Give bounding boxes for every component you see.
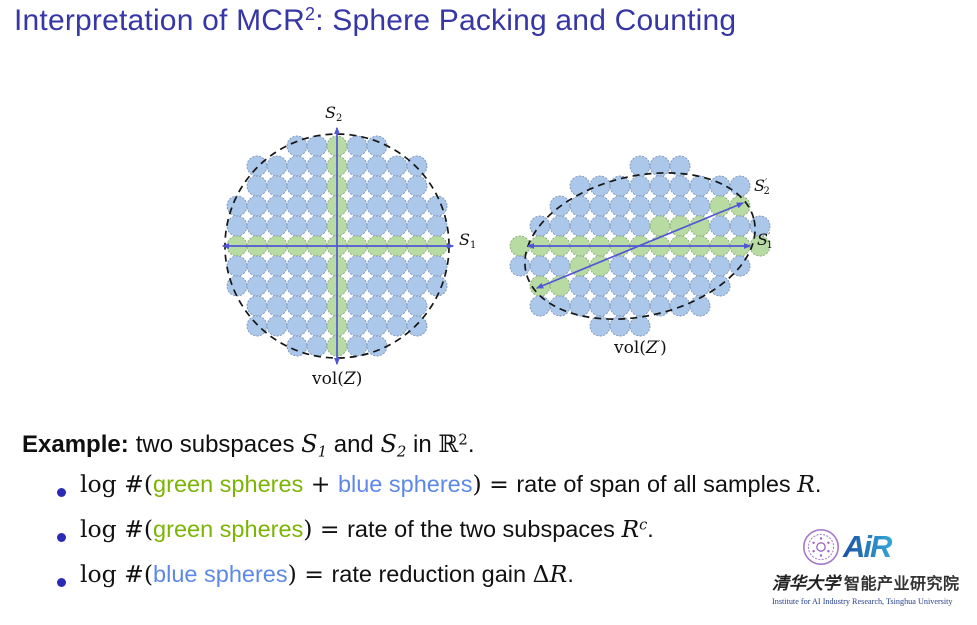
- bullet-icon: [57, 578, 66, 587]
- example-keyword: Example:: [22, 431, 129, 458]
- logo-chinese-row: 清华大学 智能产业研究院: [772, 569, 960, 594]
- example-line: Example: two subspaces S1 and S2 in ℝ2.: [22, 430, 475, 461]
- volume-label-z: vol(Z): [312, 369, 363, 389]
- bullet-text: log #(blue spheres) = rate reduction gai…: [80, 560, 574, 588]
- circle-sphere-packing-diagram: [221, 126, 455, 366]
- title-suffix: : Sphere Packing and Counting: [315, 4, 737, 37]
- volume-label-z-prime: vol(Z′): [614, 338, 667, 358]
- ellipse-sphere-packing-diagram: [509, 155, 771, 337]
- blue-spheres-text: blue spheres: [337, 471, 473, 497]
- bullet-item-rate-reduction-gain: log #(blue spheres) = rate reduction gai…: [57, 560, 821, 605]
- green-spheres-text: green spheres: [153, 471, 304, 497]
- axis-label-s2: S2: [325, 103, 343, 124]
- page-title: Interpretation of MCR2: Sphere Packing a…: [14, 4, 736, 38]
- tsinghua-air-logo: AiR 清华大学 智能产业研究院 Institute for AI Indust…: [772, 526, 960, 606]
- bullet-item-rate-of-subspaces: log #(green spheres) = rate of the two s…: [57, 515, 821, 560]
- delta-symbol: Δ: [532, 560, 550, 588]
- axis-label-s1-prime: S′1: [757, 230, 773, 251]
- blue-spheres-text: blue spheres: [153, 561, 288, 587]
- logo-cn-name: 智能产业研究院: [844, 576, 960, 593]
- logo-calligraphy: 清华大学: [772, 574, 840, 594]
- title-text: Interpretation of MCR: [14, 4, 305, 37]
- bullet-icon: [57, 533, 66, 542]
- axis-label-s1: S1: [459, 230, 477, 251]
- air-wordmark: AiR: [842, 529, 895, 564]
- green-spheres-text: green spheres: [153, 516, 304, 542]
- bullet-icon: [57, 488, 66, 497]
- svg-text:AiR: AiR: [842, 529, 893, 564]
- title-exponent: 2: [305, 4, 316, 25]
- logo-en-name: Institute for AI Industry Research, Tsin…: [772, 597, 953, 606]
- blackboard-r: ℝ: [438, 430, 459, 458]
- bullet-list: log #(green spheres + blue spheres) = ra…: [57, 470, 821, 605]
- logo-top-row: AiR: [772, 526, 958, 568]
- tsinghua-seal-icon: [802, 528, 840, 566]
- axis-label-s2-prime: S′2: [754, 176, 770, 197]
- bullet-text: log #(green spheres) = rate of the two s…: [80, 515, 654, 543]
- bullet-text: log #(green spheres + blue spheres) = ra…: [80, 470, 822, 498]
- bullet-item-rate-of-span: log #(green spheres + blue spheres) = ra…: [57, 470, 821, 515]
